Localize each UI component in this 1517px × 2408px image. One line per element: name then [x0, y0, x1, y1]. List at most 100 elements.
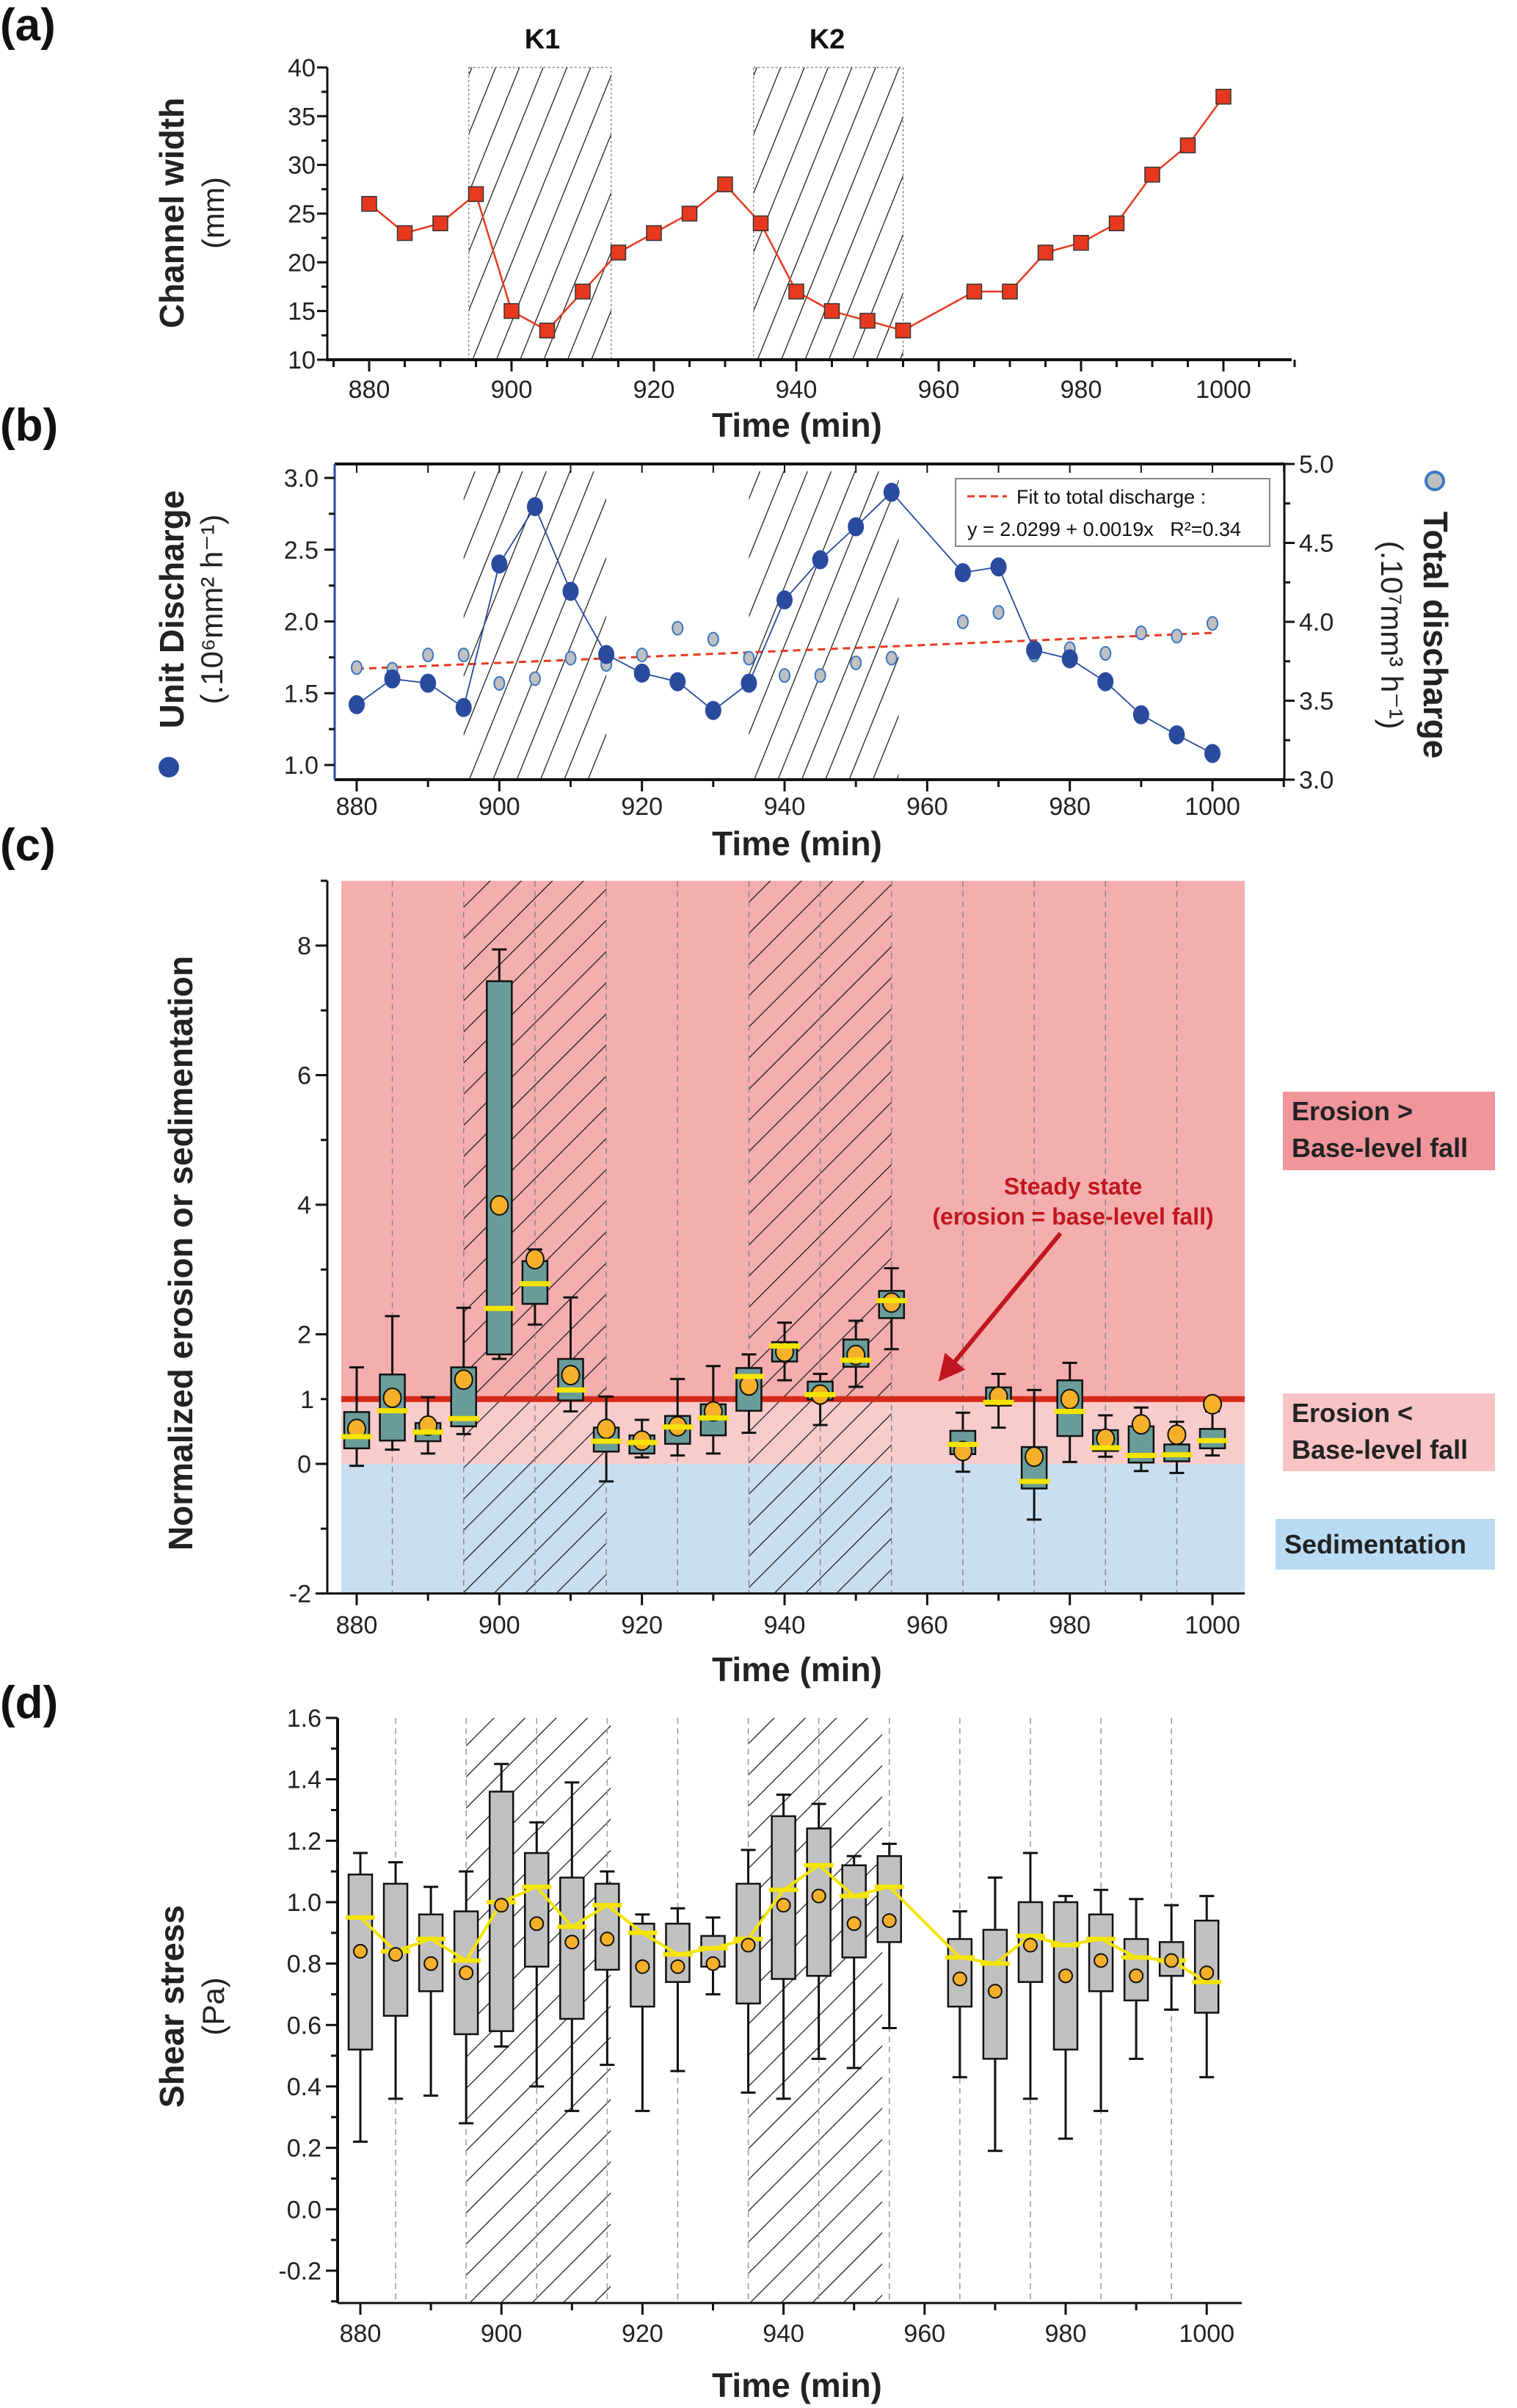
- shear-box: [594, 1882, 620, 1971]
- mean-marker: [741, 1937, 756, 1953]
- reference-line-label: 1: [300, 1386, 314, 1414]
- shear-box: [524, 1852, 550, 1968]
- mean-marker: [1131, 1414, 1151, 1435]
- y-axis-title-d: Shear stress: [153, 1905, 191, 2108]
- data-point: [646, 225, 662, 242]
- y-tick-label: 1.0: [287, 1889, 321, 1917]
- data-point: [1002, 283, 1018, 300]
- unit-discharge-point: [384, 669, 401, 689]
- erosion-box: [486, 980, 513, 1356]
- panel-a: (a) K1 K2 10 15 20 25 30 35 40 880 900 920 940 960 9…: [0, 0, 1296, 444]
- mean-marker: [635, 1959, 650, 1974]
- unit-discharge-point: [1061, 649, 1078, 669]
- mean-marker: [1203, 1393, 1223, 1415]
- unit-discharge-point: [954, 563, 971, 583]
- hatched-period: [748, 1718, 883, 2303]
- region-label-erosion-lt: Erosion < Base-level fall: [1283, 1393, 1495, 1471]
- plot-b: 1.0 1.5 2.0 2.5 3.0 3.0 3.5 4.0 4.5 5.0 880 900 920 9…: [284, 451, 1334, 821]
- x-tick-label: 900: [479, 793, 520, 821]
- unit-discharge-point: [526, 497, 543, 517]
- mean-marker: [987, 1984, 1003, 1999]
- mean-marker: [1060, 1388, 1080, 1410]
- y-tick-label: 8: [297, 932, 311, 960]
- shear-box: [347, 1874, 374, 2051]
- data-point: [610, 244, 627, 261]
- mean-marker: [1167, 1424, 1187, 1446]
- x-tick-label: 880: [336, 793, 378, 821]
- y-tick-label: 20: [288, 249, 316, 277]
- mean-marker: [952, 1971, 967, 1987]
- total-discharge-point: [1099, 646, 1112, 661]
- y-axis-unit-d: (Pa): [196, 1977, 230, 2035]
- panel-label-b: (b): [0, 400, 58, 451]
- x-tick-label: 880: [340, 2320, 382, 2348]
- shear-box: [488, 1791, 514, 2032]
- unit-discharge-point: [705, 700, 721, 720]
- mean-marker: [561, 1365, 581, 1386]
- x-axis-title-b: Time (min): [712, 824, 882, 863]
- x-tick-label: 1000: [1185, 793, 1240, 821]
- total-discharge-point: [636, 648, 648, 663]
- mean-marker: [423, 1956, 439, 1971]
- y-tick-label: 0.0: [287, 2196, 321, 2224]
- y-tick-label: -2: [289, 1581, 311, 1609]
- shear-box: [771, 1815, 796, 1980]
- panel-b: (b) 1.0 1.5 2.0 2.5 3.0 3.0 3.5 4.0 4.5 5.0 880 900…: [0, 400, 1455, 863]
- x-tick-label: 920: [633, 376, 675, 404]
- k2-label: K2: [810, 24, 845, 55]
- legend-box: [955, 478, 1270, 547]
- data-point: [432, 215, 448, 231]
- x-tick-label: 920: [621, 1611, 663, 1639]
- steady-state-sublabel: (erosion = base-level fall): [932, 1203, 1213, 1230]
- shear-box: [876, 1854, 902, 1943]
- data-point: [752, 215, 769, 231]
- mean-marker: [382, 1387, 402, 1408]
- x-tick-label: 900: [481, 2320, 523, 2348]
- x-tick-label: 940: [764, 1611, 806, 1639]
- region-label-sedimentation: Sedimentation: [1276, 1519, 1495, 1570]
- panel-c: (c) 1 -2 0 2 4 6 8 880 900 920 940 960 980 1000 Norma…: [0, 820, 1495, 1689]
- total-discharge-point: [885, 650, 898, 666]
- unit-discharge-point: [491, 554, 508, 574]
- mean-marker: [1058, 1968, 1073, 1984]
- unit-discharge-point: [420, 673, 437, 693]
- x-tick-label: 920: [621, 793, 663, 821]
- unit-discharge-point: [1097, 672, 1114, 692]
- shear-box: [1088, 1913, 1114, 1992]
- unit-discharge-point: [455, 697, 472, 717]
- region-label-line1: Sedimentation: [1284, 1529, 1466, 1559]
- data-point: [1037, 244, 1054, 261]
- y-right-tick-label: 4.0: [1299, 609, 1334, 637]
- x-tick-label: 980: [1045, 2320, 1087, 2348]
- y-axis-title-b-right: Total discharge: [1416, 512, 1455, 759]
- total-discharge-point: [814, 668, 826, 683]
- x-tick-label: 980: [1049, 1611, 1091, 1639]
- y-right-tick-label: 3.0: [1299, 766, 1334, 794]
- x-tick-label: 880: [349, 376, 390, 404]
- total-discharge-point: [707, 631, 719, 647]
- y-tick-label: 1.4: [287, 1766, 321, 1794]
- total-discharge-point: [1207, 616, 1219, 631]
- unit-discharge-point: [1168, 725, 1185, 744]
- y-tick-label: 15: [288, 298, 316, 326]
- data-point: [895, 322, 912, 338]
- x-axis-title-d: Time (min): [712, 2366, 882, 2404]
- y-left-tick-label: 1.0: [284, 752, 319, 780]
- x-axis-title-c: Time (min): [712, 1650, 882, 1689]
- y-left-tick-label: 2.0: [284, 609, 319, 637]
- mean-marker: [353, 1943, 368, 1959]
- panel-label-d: (d): [0, 1678, 58, 1728]
- x-tick-label: 960: [906, 1611, 948, 1639]
- x-axis-title-a: Time (min): [712, 406, 882, 444]
- unit-discharge-point: [669, 672, 686, 692]
- y-axis-unit-a: (mm): [196, 177, 230, 249]
- x-tick-label: 980: [1061, 376, 1102, 404]
- y-left-tick-label: 1.5: [284, 680, 319, 708]
- y-tick-label: 1.6: [287, 1705, 321, 1733]
- data-point: [859, 313, 876, 329]
- y-axis-unit-b-right: (.10⁷mm³ h⁻¹): [1375, 541, 1409, 730]
- x-tick-label: 940: [763, 2320, 804, 2348]
- data-point: [1073, 235, 1089, 251]
- unit-discharge-point: [990, 557, 1007, 577]
- total-discharge-point: [564, 650, 577, 666]
